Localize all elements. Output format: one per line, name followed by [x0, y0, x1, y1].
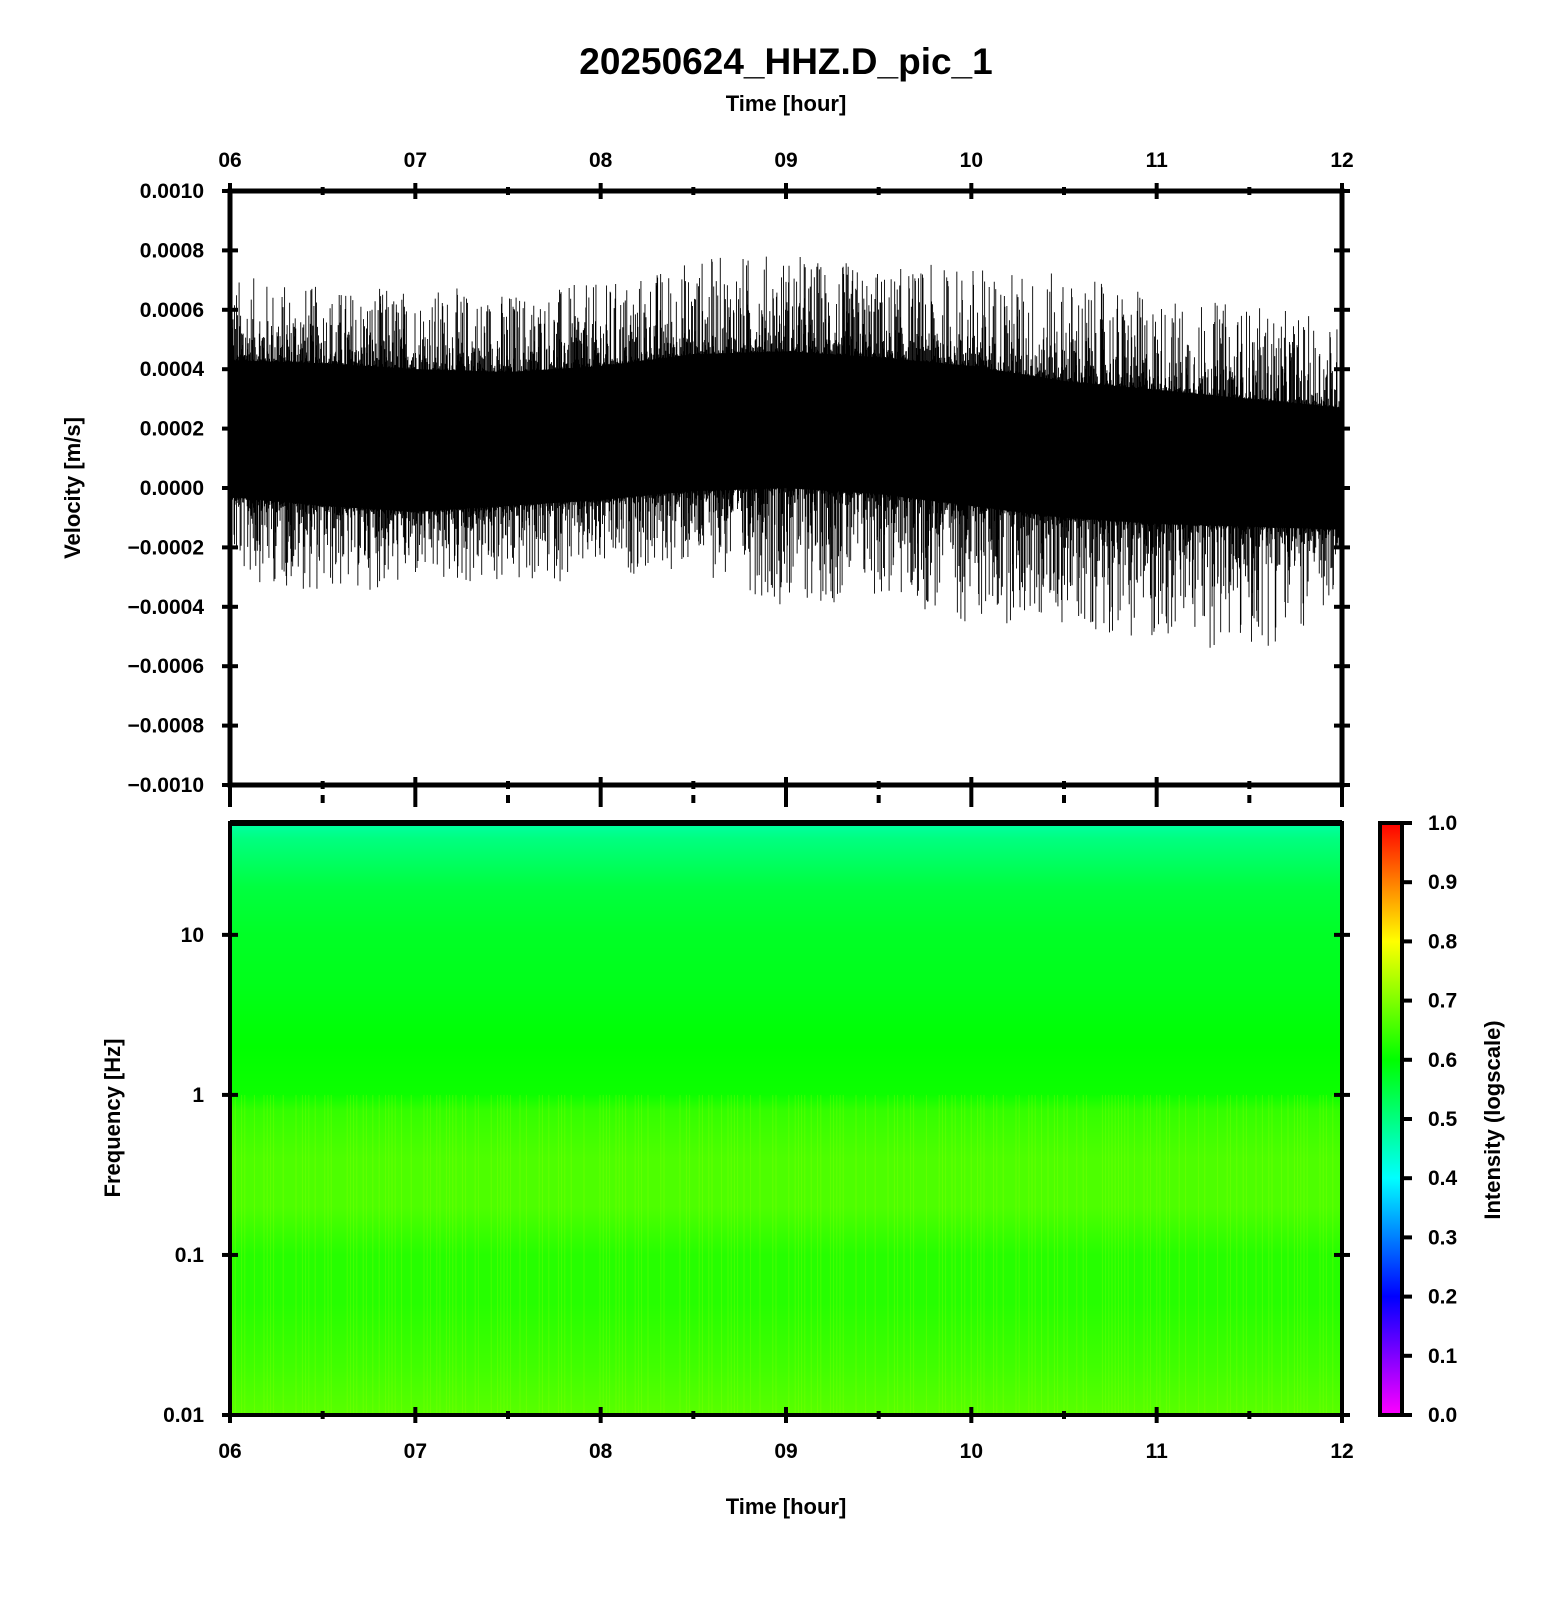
top-x-axis-label: Time [hour] — [726, 91, 847, 116]
waveform-series — [230, 256, 1342, 648]
waveform-top-x-tick-label: 06 — [218, 149, 241, 172]
waveform-y-tick-label: −0.0006 — [128, 655, 205, 678]
waveform-y-tick-label: 0.0008 — [140, 239, 205, 262]
spectrogram-x-tick-label: 12 — [1330, 1440, 1353, 1463]
colorbar-label: Intensity (logscale) — [1480, 1020, 1505, 1219]
waveform-top-x-tick-label: 12 — [1330, 149, 1353, 172]
colorbar-tick-label: 0.7 — [1428, 990, 1457, 1013]
spectrogram-ticks: 06 07 08 09 10 11 12 10 1 0.1 0.01 — [163, 793, 1354, 1463]
waveform-y-axis-label: Velocity [m/s] — [60, 417, 85, 559]
colorbar-tick-label: 0.1 — [1428, 1345, 1458, 1368]
spectrogram-y-tick-label: 0.01 — [163, 1404, 204, 1427]
waveform-top-x-tick-label: 09 — [774, 149, 797, 172]
waveform-trace — [230, 256, 1342, 648]
colorbar-tick-label: 0.0 — [1428, 1404, 1457, 1427]
spectrogram-y-axis-label: Frequency [Hz] — [100, 1039, 125, 1198]
colorbar-tick-label: 0.6 — [1428, 1049, 1457, 1072]
waveform-top-x-tick-label: 07 — [404, 149, 427, 172]
waveform-y-tick-label: 0.0002 — [140, 418, 204, 441]
waveform-top-x-tick-label: 08 — [589, 149, 613, 172]
colorbar-gradient — [1378, 821, 1404, 1417]
spectrogram-y-tick-label: 1 — [192, 1084, 204, 1107]
spectrogram-panel: 06 07 08 09 10 11 12 10 1 0.1 0.01 Time [hour] Fre… — [100, 793, 1354, 1519]
chart-title: 20250624_HHZ.D_pic_1 — [579, 41, 992, 82]
spectrogram-x-axis-label: Time [hour] — [726, 1494, 847, 1519]
waveform-y-tick-label: −0.0008 — [128, 715, 205, 738]
spectrogram-x-tick-label: 07 — [404, 1440, 427, 1463]
colorbar-tick-label: 0.9 — [1428, 871, 1457, 894]
colorbar-ticks: 1.0 0.9 0.8 0.7 0.6 0.5 0.4 0.3 0.2 0.1 0.0 — [1400, 812, 1458, 1427]
spectrogram-heatmap — [230, 823, 1342, 1415]
spectrogram-x-tick-label: 08 — [589, 1440, 613, 1463]
waveform-panel: 06 07 08 09 10 11 12 0.0010 0.0008 0.0006 0.0004 0.… — [60, 149, 1354, 797]
colorbar-tick-label: 0.2 — [1428, 1286, 1457, 1309]
spectrogram-x-tick-label: 11 — [1146, 1440, 1169, 1463]
spectrogram-x-tick-label: 10 — [960, 1440, 983, 1463]
spectrogram-y-tick-label: 10 — [181, 924, 204, 947]
spectrogram-y-tick-label: 0.1 — [175, 1244, 205, 1267]
waveform-y-tick-label: −0.0010 — [128, 774, 205, 797]
waveform-top-x-tick-label: 11 — [1146, 149, 1169, 172]
waveform-ticks: 06 07 08 09 10 11 12 0.0010 0.0008 0.0006 0.0004 0.… — [128, 149, 1354, 797]
colorbar-tick-label: 1.0 — [1428, 812, 1457, 835]
colorbar-tick-label: 0.8 — [1428, 930, 1458, 953]
waveform-y-tick-label: −0.0004 — [128, 596, 205, 619]
waveform-y-tick-label: 0.0006 — [140, 299, 204, 322]
waveform-y-tick-label: 0.0000 — [140, 477, 204, 500]
waveform-y-tick-label: 0.0010 — [140, 180, 204, 203]
waveform-y-tick-label: −0.0002 — [128, 536, 205, 559]
waveform-top-x-tick-label: 10 — [960, 149, 983, 172]
spectrogram-x-tick-label: 09 — [774, 1440, 797, 1463]
spectrogram-x-tick-label: 06 — [218, 1440, 241, 1463]
colorbar-tick-label: 0.3 — [1428, 1226, 1457, 1249]
colorbar: 1.0 0.9 0.8 0.7 0.6 0.5 0.4 0.3 0.2 0.1 0.0 Intens… — [1378, 812, 1505, 1427]
colorbar-tick-label: 0.5 — [1428, 1108, 1458, 1131]
colorbar-tick-label: 0.4 — [1428, 1167, 1458, 1190]
waveform-y-tick-label: 0.0004 — [140, 358, 205, 381]
